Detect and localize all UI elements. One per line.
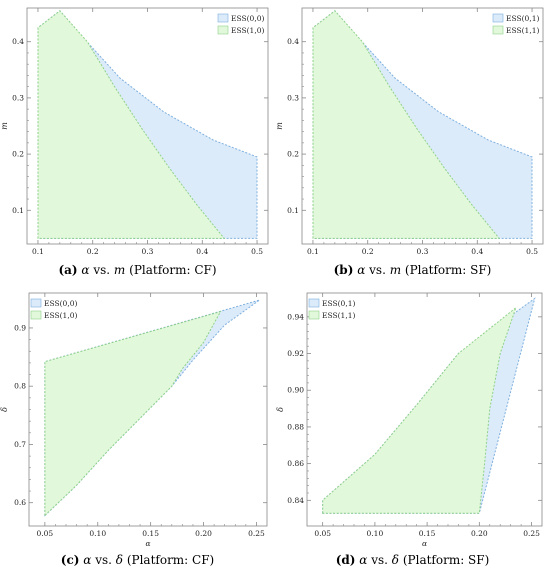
y-tick-label: 0.3 <box>12 93 24 102</box>
y-tick-label: 0.2 <box>12 150 24 159</box>
chart-panel-b: 0.10.20.30.40.50.10.20.30.4αmESS(0,1)ESS… <box>275 7 544 258</box>
chart-panel-c: 0.05 0.10 0.15 0.20 0.25 0.6 0.7 0.8 0.9 α δ ESS(0,… <box>0 292 268 548</box>
caption-platform: (Platform: SF) <box>404 263 492 277</box>
legend: ESS(0,1) ESS(1,1) <box>492 13 539 35</box>
x-tick-label: 0.4 <box>471 247 483 256</box>
chart-panel-d: 0.05 0.10 0.15 0.20 0.25 0.84 0.86 0.88 0.90 0.92… <box>276 292 543 548</box>
caption-x-symbol: α <box>359 553 368 567</box>
caption-tag: (b) <box>333 263 354 277</box>
y-tick-label: 0.84 <box>287 496 304 505</box>
caption-d: (d) α vs. δ (Platform: SF) <box>335 553 490 567</box>
x-tick-label: 0.5 <box>526 247 538 256</box>
x-axis-label: α <box>145 539 150 548</box>
legend-swatch <box>308 310 320 320</box>
caption-y-symbol: δ <box>391 553 400 567</box>
legend-label: ESS(0,1) <box>506 14 539 23</box>
x-tick-label: 0.25 <box>248 529 265 538</box>
y-tick-label: 0.86 <box>287 459 304 468</box>
x-tick-label: 0.25 <box>523 529 540 538</box>
x-tick-label: 0.20 <box>195 529 212 538</box>
caption-platform: (Platform: CF) <box>126 553 215 567</box>
x-tick-label: 0.4 <box>196 247 208 256</box>
legend-label: ESS(1,0) <box>44 311 77 320</box>
caption-tag: (c) <box>60 553 80 567</box>
caption-y-symbol: δ <box>115 553 123 567</box>
legend-swatch <box>217 25 229 35</box>
x-tick-label: 0.3 <box>142 247 154 256</box>
x-tick-label: 0.2 <box>362 247 374 256</box>
legend-swatch <box>217 13 229 23</box>
caption-x-symbol: α <box>83 553 92 567</box>
y-tick-label: 0.9 <box>14 323 26 332</box>
x-axis-label: α <box>145 257 150 258</box>
caption-b: (b) α vs. m (Platform: SF) <box>333 263 492 277</box>
legend-label: ESS(0,0) <box>44 299 77 308</box>
caption-c: (c) α vs. δ (Platform: CF) <box>60 553 215 567</box>
y-tick-label: 0.4 <box>287 37 299 46</box>
x-tick-label: 0.3 <box>417 247 429 256</box>
region-ess1-1 <box>312 10 501 239</box>
y-tick-label: 0.1 <box>287 206 299 215</box>
y-tick-label: 0.6 <box>14 498 26 507</box>
caption-platform: (Platform: CF) <box>129 263 217 277</box>
legend-label: ESS(1,0) <box>231 26 264 35</box>
y-axis-label: m <box>0 122 9 130</box>
legend-swatch <box>492 13 504 23</box>
y-tick-label: 0.88 <box>287 422 304 431</box>
y-axis-label: δ <box>276 407 285 412</box>
y-tick-label: 0.94 <box>287 312 304 321</box>
y-tick-label: 0.90 <box>287 386 304 395</box>
legend-label: ESS(0,0) <box>231 14 264 23</box>
x-tick-label: 0.05 <box>37 529 54 538</box>
y-tick-label: 0.4 <box>12 37 24 46</box>
legend: ESS(0,1) ESS(1,1) <box>308 298 355 320</box>
y-tick-label: 0.92 <box>287 349 304 358</box>
caption-tag: (a) <box>58 263 78 277</box>
legend-swatch <box>308 298 320 308</box>
region-ess1-0 <box>37 10 226 239</box>
caption-x-symbol: α <box>357 263 366 277</box>
plot-frame <box>306 292 543 527</box>
legend: ESS(0,0) ESS(1,0) <box>30 298 77 320</box>
legend-swatch <box>492 25 504 35</box>
legend-label: ESS(1,1) <box>506 26 539 35</box>
x-tick-label: 0.10 <box>367 529 384 538</box>
caption-platform: (Platform: SF) <box>402 553 490 567</box>
y-axis-label: δ <box>0 407 9 412</box>
legend-label: ESS(1,1) <box>322 311 355 320</box>
x-tick-label: 0.15 <box>419 529 436 538</box>
y-tick-label: 0.7 <box>14 440 26 449</box>
x-tick-label: 0.05 <box>314 529 331 538</box>
x-tick-label: 0.15 <box>142 529 159 538</box>
caption-a: (a) α vs. m (Platform: CF) <box>58 263 217 277</box>
x-tick-label: 0.2 <box>87 247 99 256</box>
y-tick-label: 0.2 <box>287 150 299 159</box>
x-tick-label: 0.1 <box>32 247 44 256</box>
caption-x-symbol: α <box>81 263 90 277</box>
caption-tag: (d) <box>335 553 356 567</box>
caption-y-symbol: m <box>113 263 126 277</box>
caption-y-symbol: m <box>389 263 402 277</box>
y-tick-label: 0.1 <box>12 206 24 215</box>
x-tick-label: 0.20 <box>471 529 488 538</box>
chart-panel-a: 0.10.20.30.40.50.10.20.30.4αmESS(0,0)ESS… <box>0 7 269 258</box>
x-tick-label: 0.10 <box>89 529 106 538</box>
x-tick-label: 0.5 <box>251 247 263 256</box>
region-ess1-0 <box>44 310 222 517</box>
y-tick-label: 0.3 <box>287 93 299 102</box>
legend-swatch <box>30 298 42 308</box>
x-tick-label: 0.1 <box>307 247 319 256</box>
legend-swatch <box>30 310 42 320</box>
legend: ESS(0,0) ESS(1,0) <box>217 13 264 35</box>
x-axis-label: α <box>422 539 427 548</box>
y-axis-label: m <box>275 122 284 130</box>
region-ess1-1 <box>322 306 517 514</box>
legend-label: ESS(0,1) <box>322 299 355 308</box>
x-axis-label: α <box>420 257 425 258</box>
y-tick-label: 0.8 <box>14 382 26 391</box>
